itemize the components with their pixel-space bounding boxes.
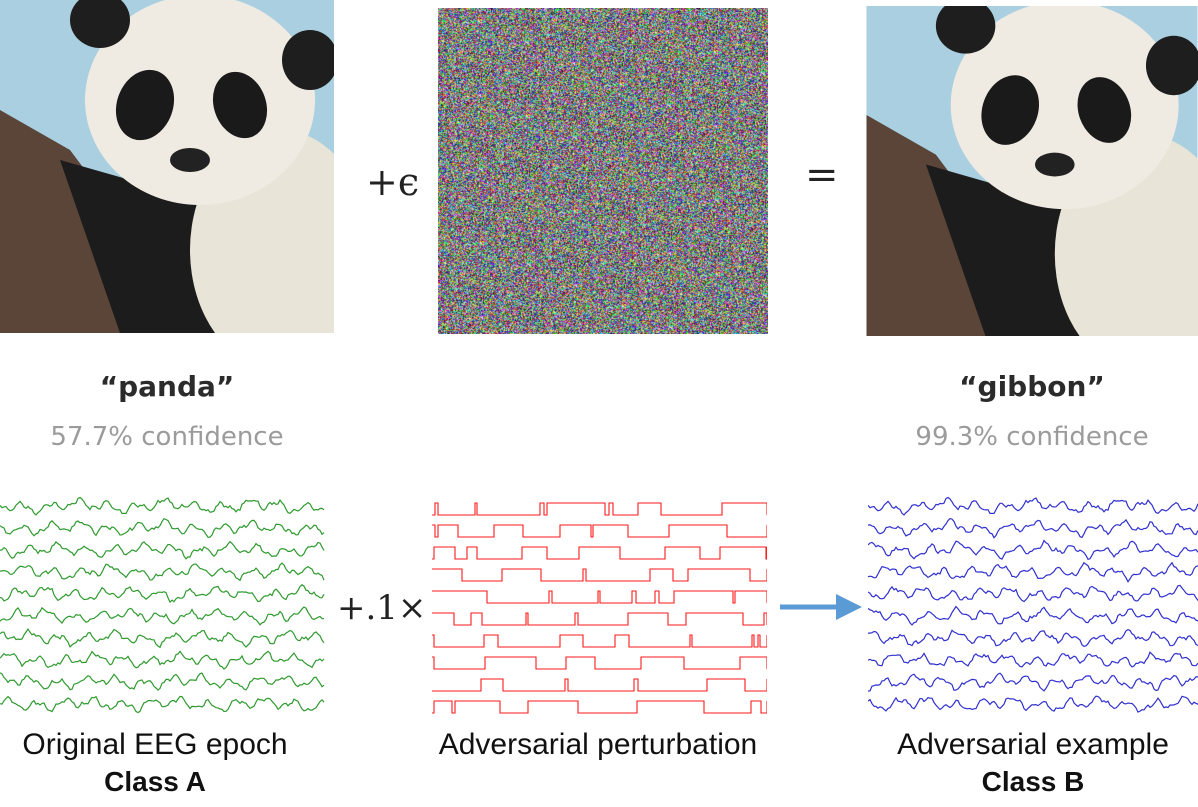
perturbation-caption: Adversarial perturbation [438, 728, 758, 761]
eeg-channel-trace [0, 695, 325, 714]
left-class-label: “panda” [99, 370, 235, 403]
arrow [778, 590, 863, 624]
right-class-label: “gibbon” [959, 370, 1105, 403]
eeg-channel-trace [0, 650, 325, 670]
panda-photo-icon [0, 0, 370, 370]
eeg-channel-trace [867, 672, 1198, 692]
plus-epsilon: +ϵ [366, 160, 420, 204]
adversarial-eeg-signal [867, 495, 1198, 715]
perturbation-channel-trace [432, 700, 768, 714]
eeg-channel-trace [0, 562, 325, 582]
perturbation-channel-trace [432, 634, 768, 648]
class-b-label: Class B [981, 766, 1085, 797]
perturbation-channel-trace [432, 546, 768, 560]
arrow-right-icon [780, 594, 862, 620]
eeg-channel-trace [867, 517, 1198, 539]
perturbation-channel-trace [432, 568, 768, 582]
eeg-channel-trace [0, 584, 325, 604]
panda-image-original [0, 0, 370, 370]
original-eeg-signal [0, 495, 325, 715]
eeg-channel-trace [867, 561, 1198, 583]
eeg-channel-trace [867, 651, 1198, 668]
right-confidence: 99.3% confidence [915, 422, 1149, 452]
eeg-channel-trace [867, 496, 1198, 516]
panda-image-adversarial [866, 0, 1198, 373]
panda-photo-icon [866, 0, 1198, 373]
eeg-channel-trace [0, 606, 325, 626]
perturbation-channel-trace [432, 502, 768, 516]
perturbation-channel-trace [432, 678, 768, 692]
original-caption: Original EEG epoch [22, 728, 288, 761]
eeg-channel-trace [0, 672, 325, 691]
eeg-channel-trace [867, 605, 1198, 626]
equals-sign: = [805, 152, 839, 198]
eeg-channel-trace [867, 584, 1198, 603]
left-confidence: 57.7% confidence [50, 422, 284, 452]
perturbation-channel-trace [432, 612, 768, 626]
eeg-channel-trace [0, 496, 325, 516]
perturbation-channel-trace [432, 524, 768, 538]
perturbation-signal [432, 495, 768, 715]
class-a-label: Class A [104, 766, 206, 797]
multiplier-label: +.1× [337, 588, 427, 628]
eeg-traces-adversarial [867, 496, 1198, 713]
eeg-channel-trace [867, 539, 1198, 561]
eeg-traces-original [0, 496, 325, 714]
eeg-channel-trace [0, 628, 325, 649]
eeg-channel-trace [868, 629, 1198, 648]
adversarial-caption: Adversarial example [897, 728, 1169, 761]
noise-image [438, 8, 768, 334]
eeg-channel-trace [0, 517, 325, 538]
eeg-channel-trace [0, 540, 325, 560]
perturbation-traces [432, 502, 768, 714]
perturbation-channel-trace [432, 590, 768, 604]
noise-image-icon [438, 8, 768, 334]
eeg-channel-trace [867, 695, 1198, 713]
perturbation-channel-trace [432, 656, 768, 670]
